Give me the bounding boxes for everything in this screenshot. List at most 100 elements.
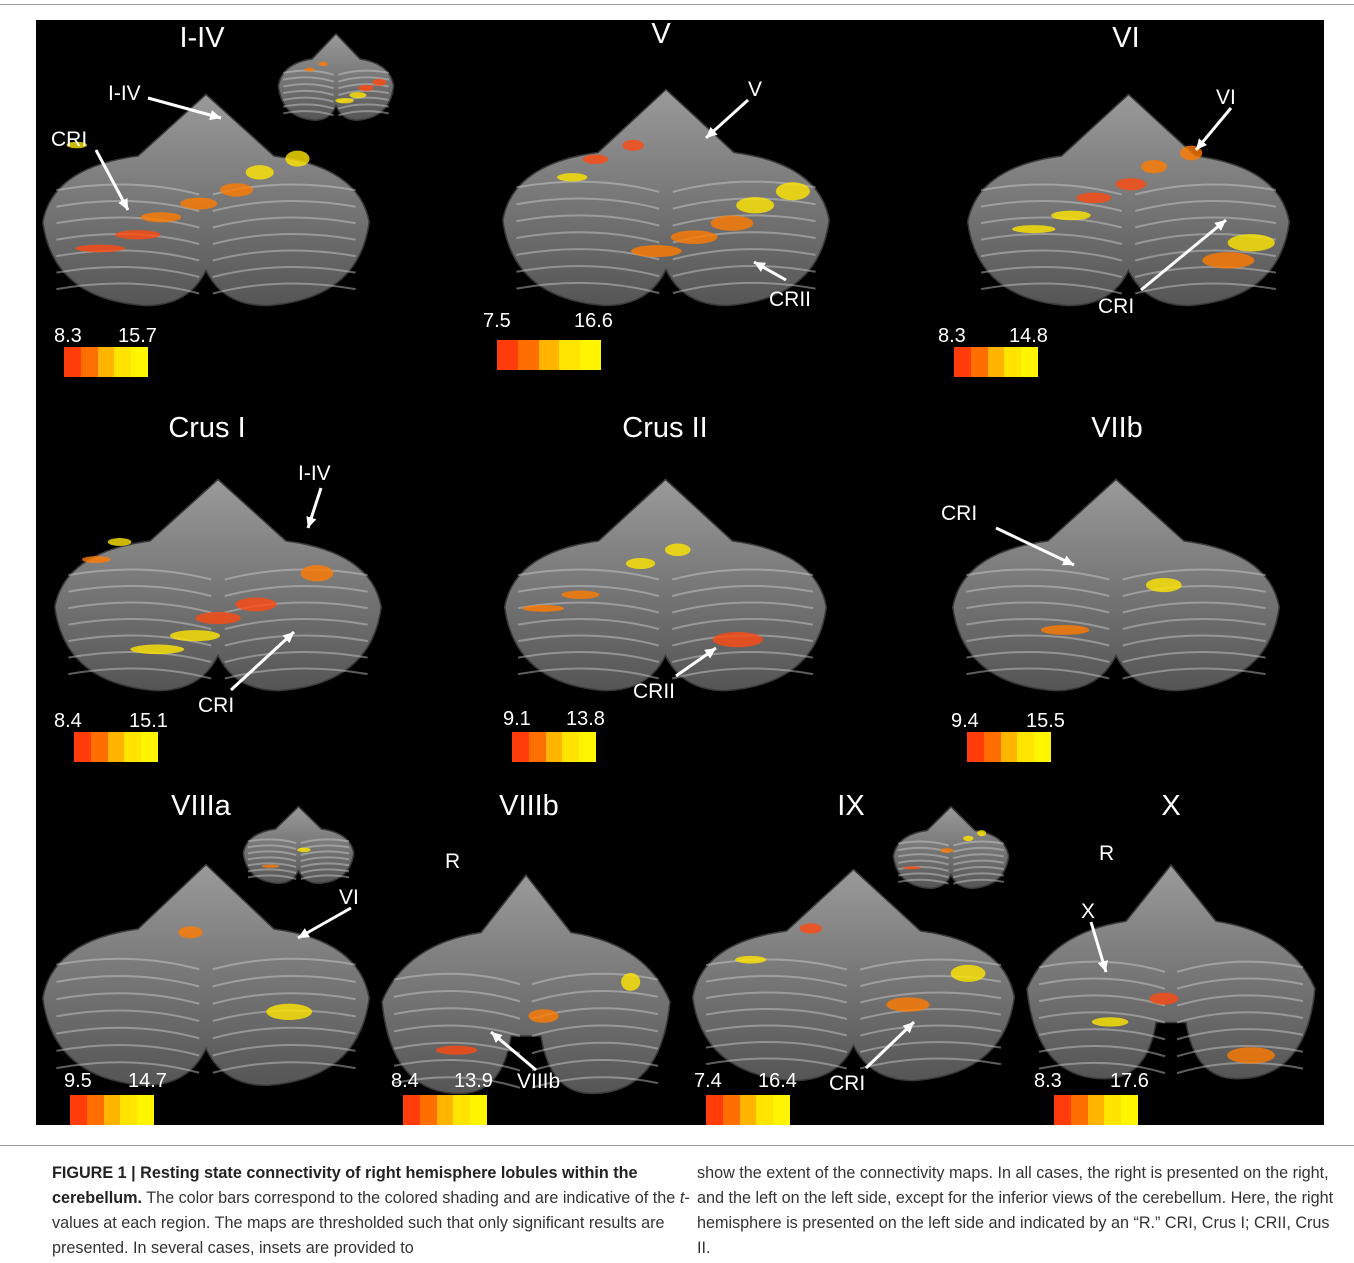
activation-blob (977, 830, 987, 837)
folia-line (980, 199, 1277, 212)
activation-blob (1227, 234, 1275, 252)
cerebellum-render (42, 863, 370, 1087)
folia-line (966, 617, 1266, 630)
cerebellum-render (952, 478, 1280, 692)
callout-label: X (1081, 900, 1096, 923)
activation-blob (107, 538, 132, 546)
cerebellum-surface (242, 805, 355, 885)
colorbar-max-label: 15.7 (118, 325, 157, 347)
folia-line (705, 958, 1002, 971)
colorbar-segment (64, 347, 81, 377)
folia-line (56, 1044, 356, 1057)
colorbar-segment (987, 347, 1005, 377)
callout-arrow (297, 906, 352, 940)
callout-arrow (864, 1020, 916, 1070)
panel-title: X (1161, 790, 1181, 822)
cerebellum-render (42, 93, 370, 307)
folia-line (517, 667, 814, 680)
activation-blob (1040, 624, 1090, 635)
colorbar-segment (1070, 1095, 1088, 1125)
folia-line (898, 878, 1004, 885)
colorbar-segment (756, 1095, 774, 1125)
panel-title: IX (837, 790, 865, 822)
colorbar-min-label: 9.4 (951, 710, 979, 732)
folia-line (1038, 1011, 1304, 1024)
colorbar-segment (80, 347, 98, 377)
colorbar (497, 340, 601, 370)
cerebellum-render (1026, 863, 1316, 1080)
folia-line (966, 650, 1266, 663)
folia-line (517, 584, 814, 597)
activation-blob (622, 139, 644, 151)
colorbar-max-label: 15.5 (1026, 710, 1065, 732)
colorbar-segment (967, 732, 984, 762)
colorbar-segment (538, 340, 560, 370)
cerebellum-render (691, 868, 1016, 1082)
activation-blob (304, 67, 316, 72)
folia-line (247, 874, 350, 880)
colorbar-segment (103, 1095, 121, 1125)
folia-line (1038, 1044, 1304, 1058)
figure-label: FIGURE 1 | Resting state connectivity of… (52, 1164, 638, 1207)
colorbar-segment (114, 347, 132, 377)
colorbar (70, 1095, 154, 1125)
folia-line (282, 83, 390, 90)
colorbar-segment (1054, 1095, 1071, 1125)
colorbar-segment (1087, 1095, 1105, 1125)
colorbar-segment (954, 347, 971, 377)
cerebellum-surface (54, 478, 382, 692)
activation-blob (1115, 178, 1147, 191)
activation-blob (1076, 192, 1112, 204)
colorbar-segment (1004, 347, 1022, 377)
folia-line (56, 1061, 356, 1074)
folia-line (705, 1007, 1002, 1020)
callout-label: R (1099, 842, 1115, 865)
cerebellum-surface (952, 478, 1280, 692)
caption-text-1: The color bars correspond to the colored… (141, 1189, 680, 1207)
caption-column-2: show the extent of the connectivity maps… (697, 1164, 1334, 1257)
activation-blob (1051, 210, 1091, 221)
callout-arrow (229, 630, 296, 692)
caption-t-italic: t (679, 1189, 685, 1207)
activation-blob (621, 972, 641, 991)
folia-line (282, 76, 390, 83)
callout-arrow (704, 98, 750, 140)
callout-label: CRII (633, 680, 675, 703)
activation-blob (66, 141, 87, 149)
activation-blob (1091, 1017, 1129, 1027)
colorbar-min-label: 9.1 (503, 708, 531, 730)
colorbar (512, 732, 596, 762)
cerebellum-render (502, 88, 830, 307)
activation-blob (219, 183, 253, 197)
cerebellum-surface (892, 805, 1010, 890)
folia-line (1038, 994, 1304, 1007)
colorbar-segment (722, 1095, 740, 1125)
colorbar-segment (86, 1095, 104, 1125)
folia-line (56, 249, 356, 262)
callout-label: V (748, 78, 763, 101)
folia-line (980, 216, 1277, 229)
colorbar-min-label: 9.5 (64, 1070, 92, 1092)
panel-title: VIIIb (499, 790, 559, 822)
folia-line (705, 1057, 1002, 1070)
colorbar-segment (90, 732, 108, 762)
activation-blob (736, 197, 775, 214)
folia-line (517, 617, 814, 630)
callout-arrow (94, 149, 130, 211)
panel-title: Crus I (168, 412, 246, 444)
activation-blob (1145, 577, 1182, 593)
folia-line (516, 214, 816, 227)
caption-rule (0, 1145, 1354, 1146)
folia-line (705, 991, 1002, 1004)
folia-line (1038, 1028, 1304, 1041)
folia-line (898, 872, 1004, 879)
colorbar-segment (579, 732, 596, 762)
folia-line (68, 568, 368, 581)
activation-blob (178, 926, 203, 939)
activation-blob (261, 864, 280, 868)
callout-arrow (753, 260, 787, 282)
activation-blob (528, 1009, 559, 1023)
colorbar (403, 1095, 487, 1125)
activation-blob (561, 590, 600, 599)
colorbar-min-label: 7.4 (694, 1070, 722, 1092)
